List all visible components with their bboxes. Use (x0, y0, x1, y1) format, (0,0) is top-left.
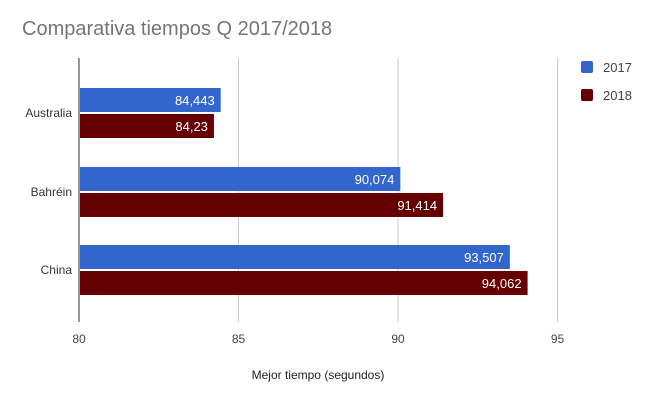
legend-item-2017[interactable]: 2017 (581, 59, 632, 75)
category-label-2: China (41, 263, 73, 277)
legend-swatch-2017 (581, 61, 593, 73)
x-tick-label-80: 80 (72, 332, 86, 346)
category-label-1: Bahréin (31, 185, 72, 199)
data-label-2018-1: 91,414 (397, 198, 437, 213)
data-label-2018-0: 84,23 (175, 119, 208, 134)
x-tick-label-95: 95 (551, 332, 565, 346)
legend-swatch-2018 (581, 89, 593, 101)
legend-label-2018: 2018 (603, 87, 632, 103)
data-label-2017-2: 93,507 (464, 250, 504, 265)
chart-title: Comparativa tiempos Q 2017/2018 (22, 18, 333, 40)
category-labels: Australia Bahréin China (25, 106, 72, 277)
x-axis-title: Mejor tiempo (segundos) (252, 368, 385, 382)
legend: 2017 2018 (581, 60, 632, 116)
data-label-2017-0: 84,443 (175, 93, 215, 108)
bar-2017-1[interactable] (80, 167, 401, 191)
category-label-0: Australia (25, 106, 72, 120)
bar-2017-2[interactable] (80, 245, 510, 269)
bars (80, 88, 528, 295)
bar-2018-0[interactable] (80, 114, 214, 138)
bar-2017-0[interactable] (80, 88, 221, 112)
bar-2018-2[interactable] (80, 271, 528, 295)
legend-item-2018[interactable]: 2018 (581, 87, 632, 103)
x-tick-label-85: 85 (232, 332, 246, 346)
data-label-2017-1: 90,074 (355, 172, 395, 187)
x-tick-label-90: 90 (391, 332, 405, 346)
x-tick-labels: 80 85 90 95 (72, 332, 564, 346)
data-label-2018-2: 94,062 (482, 276, 522, 291)
legend-label-2017: 2017 (603, 59, 632, 75)
bar-2018-1[interactable] (80, 193, 444, 217)
